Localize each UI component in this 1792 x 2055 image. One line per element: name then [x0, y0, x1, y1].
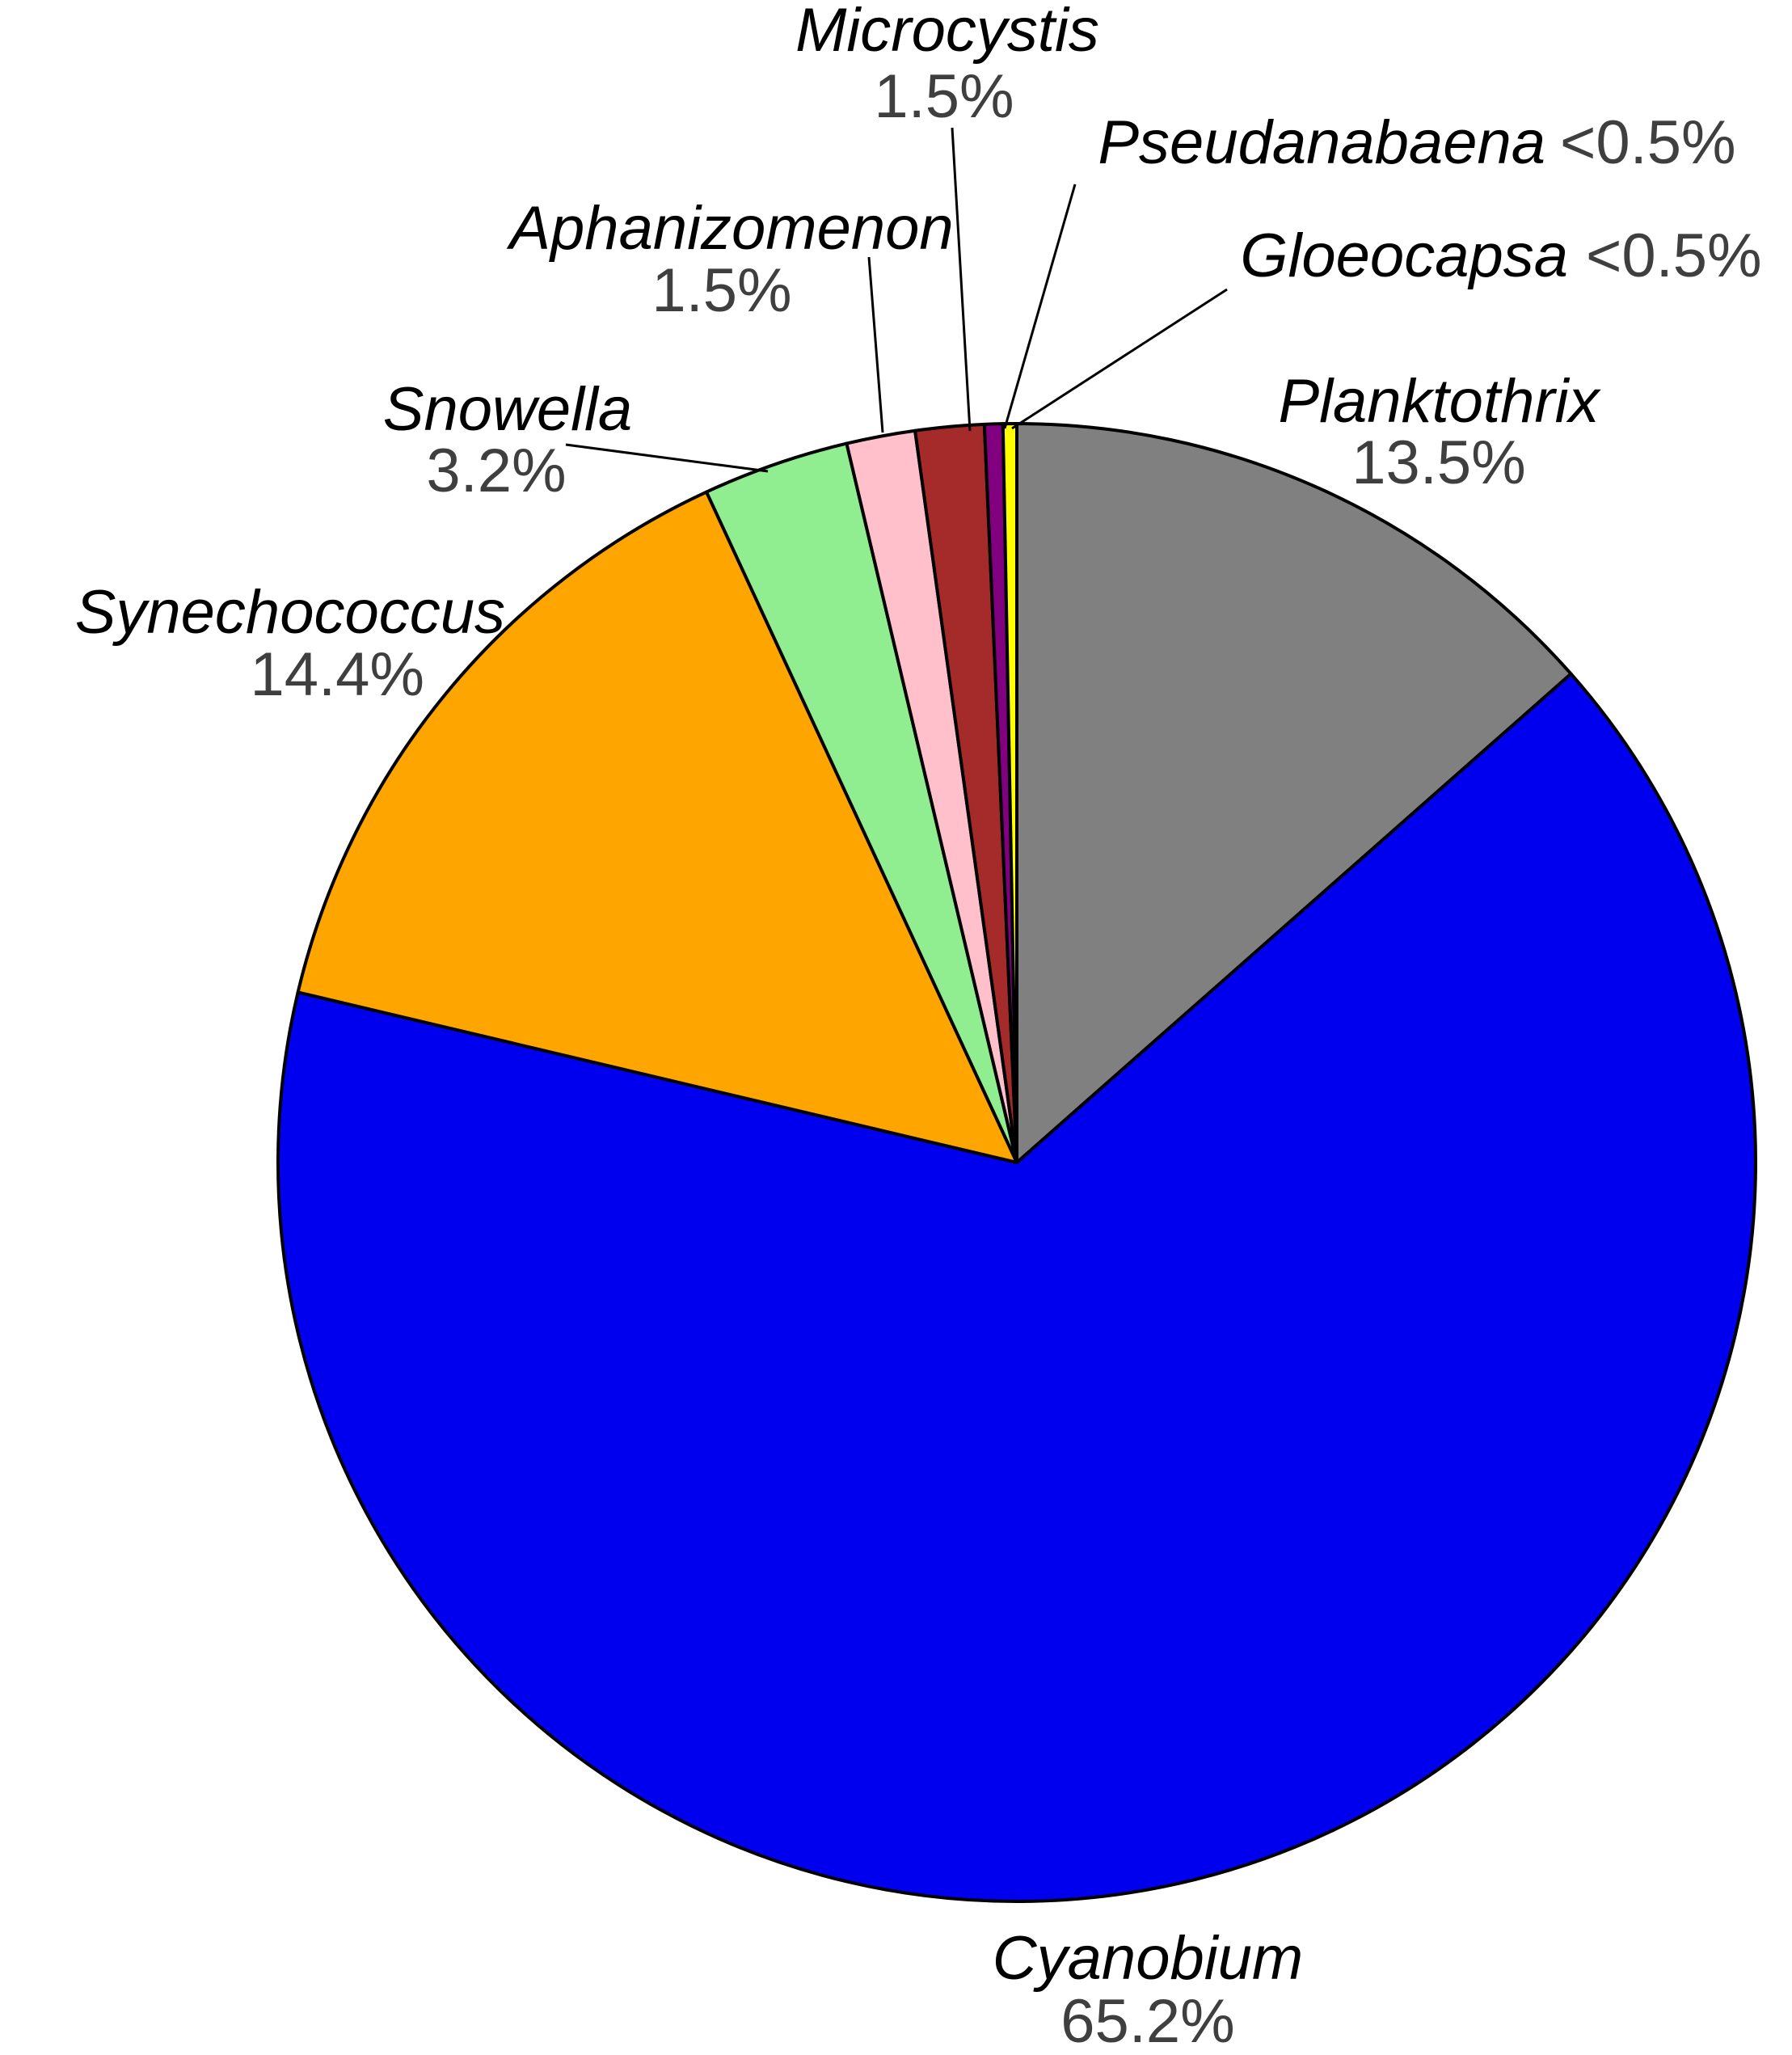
slice-name-synechococcus: Synechococcus: [75, 578, 505, 647]
pie-slices: [276, 421, 1757, 1903]
slice-label-aphanizomenon: 1.5%: [651, 256, 791, 325]
leader-line-microcystis: [951, 127, 972, 432]
leader-lines: [565, 127, 1228, 473]
slice-label-synechococcus: 14.4%: [251, 640, 425, 709]
leader-line-aphanizomenon: [867, 256, 884, 433]
pie-slice-planktothrix: [1015, 422, 1573, 1164]
pie-slice-synechococcus: [296, 490, 1018, 1164]
leader-line-pseudanabaena: [1003, 184, 1077, 429]
slice-label-gloeocapsa: <0.5%: [1586, 222, 1762, 290]
leader-line-snowella: [565, 443, 769, 473]
slice-name-microcystis: Microcystis: [795, 0, 1099, 65]
slice-name-aphanizomenon: Aphanizomenon: [506, 194, 953, 263]
leader-line-gloeocapsa: [1011, 288, 1228, 430]
slice-label-pseudanabaena: <0.5%: [1560, 108, 1736, 177]
slice-label-microcystis: 1.5%: [874, 62, 1014, 131]
slice-name-gloeocapsa: Gloeocapsa: [1240, 222, 1568, 290]
slice-label-snowella: 3.2%: [426, 437, 566, 505]
slice-name-pseudanabaena: Pseudanabaena: [1098, 108, 1545, 177]
slice-name-planktothrix: Planktothrix: [1278, 367, 1601, 436]
slice-name-cyanobium: Cyanobium: [993, 1924, 1303, 1993]
pie-slice-cyanobium: [276, 672, 1757, 1903]
slice-label-cyanobium: 65.2%: [1060, 1987, 1235, 2055]
slice-name-snowella: Snowella: [383, 375, 632, 444]
slice-label-planktothrix: 13.5%: [1351, 428, 1526, 497]
pie-slice-gloeocapsa: [1001, 421, 1018, 1164]
slice-labels: Planktothrix 13.5% Cyanobium 65.2% Synec…: [75, 0, 1762, 2055]
